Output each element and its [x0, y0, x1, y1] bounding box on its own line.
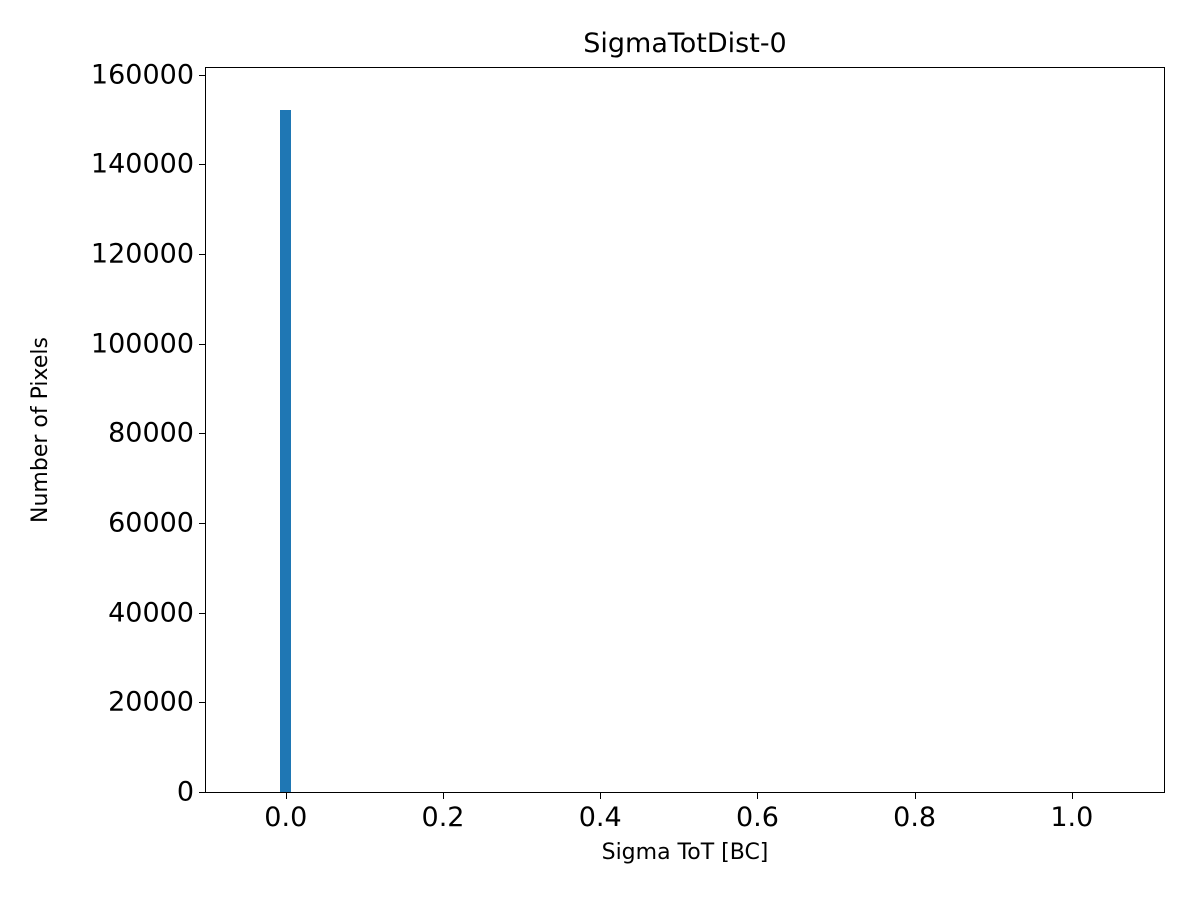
x-tick-label: 0.4 — [578, 802, 622, 833]
y-axis-label: Number of Pixels — [28, 337, 53, 523]
y-tick-mark — [199, 612, 206, 614]
y-tick-label: 40000 — [108, 597, 194, 629]
y-tick-label: 140000 — [90, 148, 194, 180]
plot-area: 0 20000 40000 60000 80000 100000 120000 140000 1… — [91, 61, 1165, 831]
y-tick-mark — [199, 792, 206, 793]
y-tick-mark — [199, 343, 206, 345]
x-tick-mark — [757, 792, 759, 799]
y-tick-mark — [199, 74, 206, 76]
bar — [280, 110, 292, 792]
x-tick-mark — [1071, 792, 1073, 799]
x-tick-mark — [443, 792, 444, 799]
x-tick-label: 0.6 — [735, 802, 779, 833]
x-axis-label: Sigma ToT [BC] — [601, 840, 769, 865]
x-tick-label: 0.0 — [264, 802, 308, 833]
y-tick-mark — [199, 702, 206, 704]
chart-title: SigmaTotDist-0 — [583, 28, 787, 59]
y-tick-label: 160000 — [90, 59, 194, 91]
x-tick-label: 1.0 — [1050, 802, 1094, 833]
y-tick-mark — [199, 164, 206, 166]
y-tick-label: 100000 — [90, 328, 194, 360]
bar-series-layer — [206, 68, 1164, 792]
y-tick-mark — [199, 433, 206, 435]
x-tick-mark — [600, 792, 602, 799]
y-tick-label: 0 — [176, 776, 194, 808]
x-tick-label: 0.2 — [421, 802, 465, 833]
x-tick-mark — [914, 792, 916, 799]
y-tick-label: 60000 — [108, 507, 194, 539]
y-tick-mark — [199, 523, 206, 525]
y-tick-label: 20000 — [108, 686, 194, 718]
y-tick-label: 80000 — [108, 417, 194, 449]
y-tick-mark — [199, 254, 206, 256]
x-tick-mark — [285, 792, 287, 799]
y-tick-label: 120000 — [90, 238, 194, 270]
x-tick-label: 0.8 — [893, 802, 937, 833]
